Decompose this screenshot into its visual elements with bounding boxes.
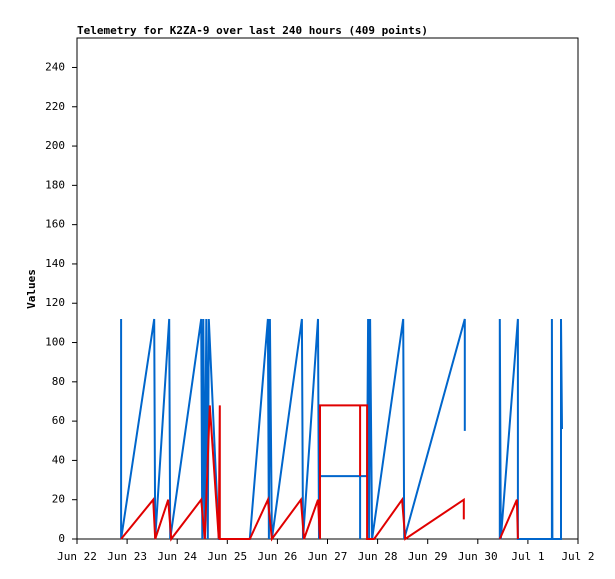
x-tick-label: Jun 23 xyxy=(107,550,147,563)
x-tick-label: Jun 28 xyxy=(358,550,398,563)
y-tick-label: 240 xyxy=(45,60,65,73)
y-tick-label: 80 xyxy=(52,375,65,388)
x-tick-label: Jul 2 xyxy=(561,550,594,563)
x-tick-label: Jun 25 xyxy=(207,550,247,563)
y-tick-label: 140 xyxy=(45,257,65,270)
y-tick-label: 160 xyxy=(45,218,65,231)
x-tick-label: Jun 29 xyxy=(408,550,448,563)
y-tick-label: 100 xyxy=(45,336,65,349)
y-tick-label: 200 xyxy=(45,139,65,152)
x-tick-label: Jun 26 xyxy=(258,550,298,563)
y-tick-label: 180 xyxy=(45,178,65,191)
x-tick-label: Jul 1 xyxy=(511,550,544,563)
x-tick-label: Jun 24 xyxy=(157,550,197,563)
y-tick-label: 60 xyxy=(52,414,65,427)
y-axis-label: Values xyxy=(25,269,38,309)
series-line xyxy=(120,318,563,540)
y-tick-label: 0 xyxy=(58,532,65,545)
y-tick-label: 120 xyxy=(45,296,65,309)
x-tick-label: Jun 22 xyxy=(57,550,97,563)
x-tick-label: Jun 27 xyxy=(308,550,348,563)
series-line xyxy=(120,404,519,542)
chart-title: Telemetry for K2ZA-9 over last 240 hours… xyxy=(77,24,428,37)
y-tick-label: 20 xyxy=(52,493,65,506)
x-tick-label: Jun 30 xyxy=(458,550,498,563)
plot-frame xyxy=(76,37,579,540)
y-tick-label: 220 xyxy=(45,100,65,113)
y-tick-label: 40 xyxy=(52,453,65,466)
